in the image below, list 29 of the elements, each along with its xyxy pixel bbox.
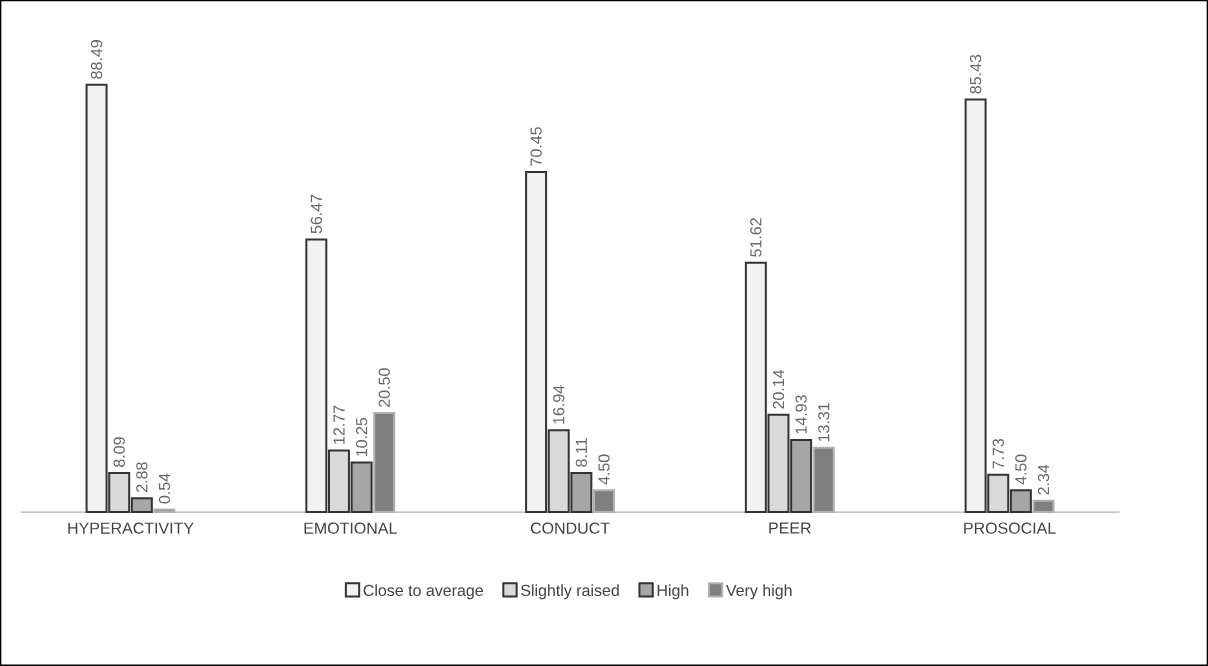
legend-label: Close to average [363, 584, 483, 600]
x-tick-label: PROSOCIAL [964, 522, 1056, 534]
x-tick-label: PEER [769, 522, 811, 534]
x-tick-label: CONDUCT [530, 522, 610, 534]
data-label: 4.50 [1015, 454, 1027, 485]
data-label: 16.94 [553, 385, 565, 424]
legend-label: High [657, 584, 689, 600]
x-tick-label: HYPERACTIVITY [68, 522, 194, 534]
data-label: 85.43 [969, 54, 982, 94]
data-label: 2.34 [1037, 464, 1050, 495]
data-label: 56.47 [310, 194, 322, 234]
x-tick-label: EMOTIONAL [304, 522, 397, 534]
data-label: 20.50 [378, 368, 390, 407]
data-label: 4.50 [598, 454, 610, 485]
data-label: 14.93 [795, 395, 807, 434]
data-label: 70.45 [530, 127, 542, 166]
data-label: 20.14 [772, 369, 785, 409]
data-label: 88.49 [90, 40, 103, 79]
data-label: 7.73 [992, 438, 1004, 469]
data-label: 8.09 [113, 437, 125, 467]
data-label: 10.25 [355, 417, 368, 456]
data-label: 12.77 [333, 405, 345, 444]
data-label: 8.11 [575, 438, 588, 467]
legend-label: Slightly raised [521, 584, 619, 600]
legend-label: Very high [725, 584, 792, 600]
data-label: 0.54 [158, 473, 171, 504]
data-label: 2.88 [136, 462, 148, 492]
data-label: 13.31 [818, 403, 830, 442]
data-label: 51.62 [750, 218, 762, 257]
